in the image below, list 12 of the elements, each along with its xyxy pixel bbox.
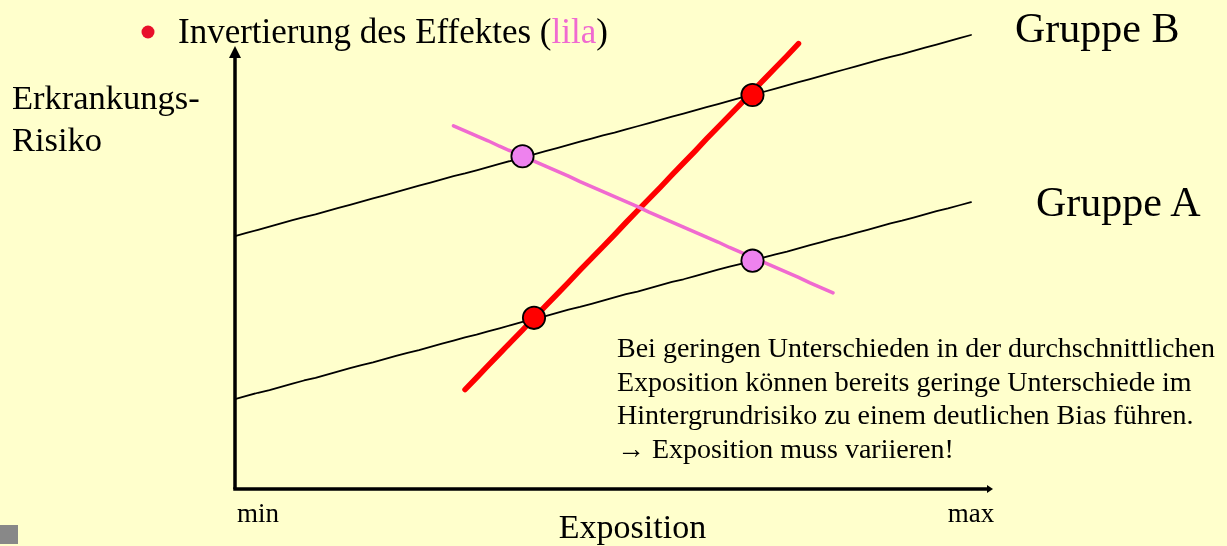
x-axis-title: Exposition bbox=[558, 508, 707, 545]
chart-title: Invertierung des Effektes (lila) bbox=[178, 12, 608, 51]
x-tick-label: max bbox=[947, 498, 995, 528]
point bbox=[740, 248, 765, 273]
annotation: Bei geringen Unterschieden in der durchschnittlichen Exposition können bereits geringe Unterschiede im Hintergrundrisiko zu einem deutlichen Bias führen. → Exposition muss variieren! bbox=[617, 332, 1215, 464]
series-label: Gruppe B bbox=[1015, 5, 1180, 51]
series-label: Gruppe A bbox=[1036, 179, 1202, 226]
x-tick-label: min bbox=[236, 498, 280, 528]
point bbox=[740, 82, 765, 107]
point bbox=[521, 305, 547, 330]
point bbox=[510, 144, 535, 169]
y-axis-title: Erkrankungs- Risiko bbox=[12, 78, 200, 158]
